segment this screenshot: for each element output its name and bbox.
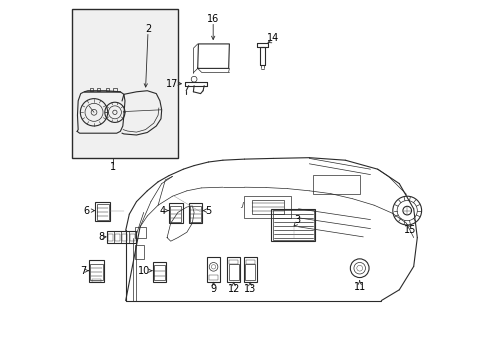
Bar [229,260,238,264]
Bar [89,88,93,91]
Bar [106,88,109,91]
Bar [271,209,314,241]
Bar [227,257,240,282]
Bar [244,257,256,282]
Bar [153,265,165,280]
Bar [168,203,182,223]
Text: 2: 2 [144,24,151,34]
Bar [152,262,166,282]
Text: 12: 12 [227,284,240,294]
Bar [108,234,113,241]
Bar [96,204,108,220]
Bar [134,227,146,238]
Text: 11: 11 [353,282,365,292]
Text: 10: 10 [137,266,149,276]
Text: 4: 4 [160,206,165,216]
Bar [208,275,218,280]
Bar [115,234,120,241]
Text: J: J [241,202,243,208]
Bar [90,264,103,280]
Bar [122,234,127,241]
Text: 6: 6 [83,206,89,216]
Bar [92,279,101,282]
Text: 1: 1 [110,162,116,172]
Bar [129,234,134,241]
Bar [113,88,117,91]
Bar [206,257,220,282]
Bar [272,210,313,240]
Text: 8: 8 [98,232,104,242]
Text: 3: 3 [294,215,300,225]
Text: 16: 16 [206,14,219,24]
Bar [170,206,181,222]
Text: 15: 15 [403,225,415,235]
Bar [97,88,101,91]
Bar [107,231,136,243]
Bar [134,245,143,259]
Bar [72,9,178,158]
Bar [188,203,202,223]
Bar [189,206,201,222]
Text: 17: 17 [165,78,178,89]
Bar [251,200,284,214]
Text: 7: 7 [80,266,86,276]
Text: 5: 5 [205,206,211,216]
Bar [312,175,359,194]
Bar [95,202,110,221]
Bar [244,196,291,218]
Text: 9: 9 [210,284,216,294]
Bar [244,264,255,280]
Bar [89,260,104,282]
Bar [228,264,238,280]
Bar [245,260,254,264]
Text: 13: 13 [244,284,256,294]
Text: 14: 14 [266,33,279,43]
